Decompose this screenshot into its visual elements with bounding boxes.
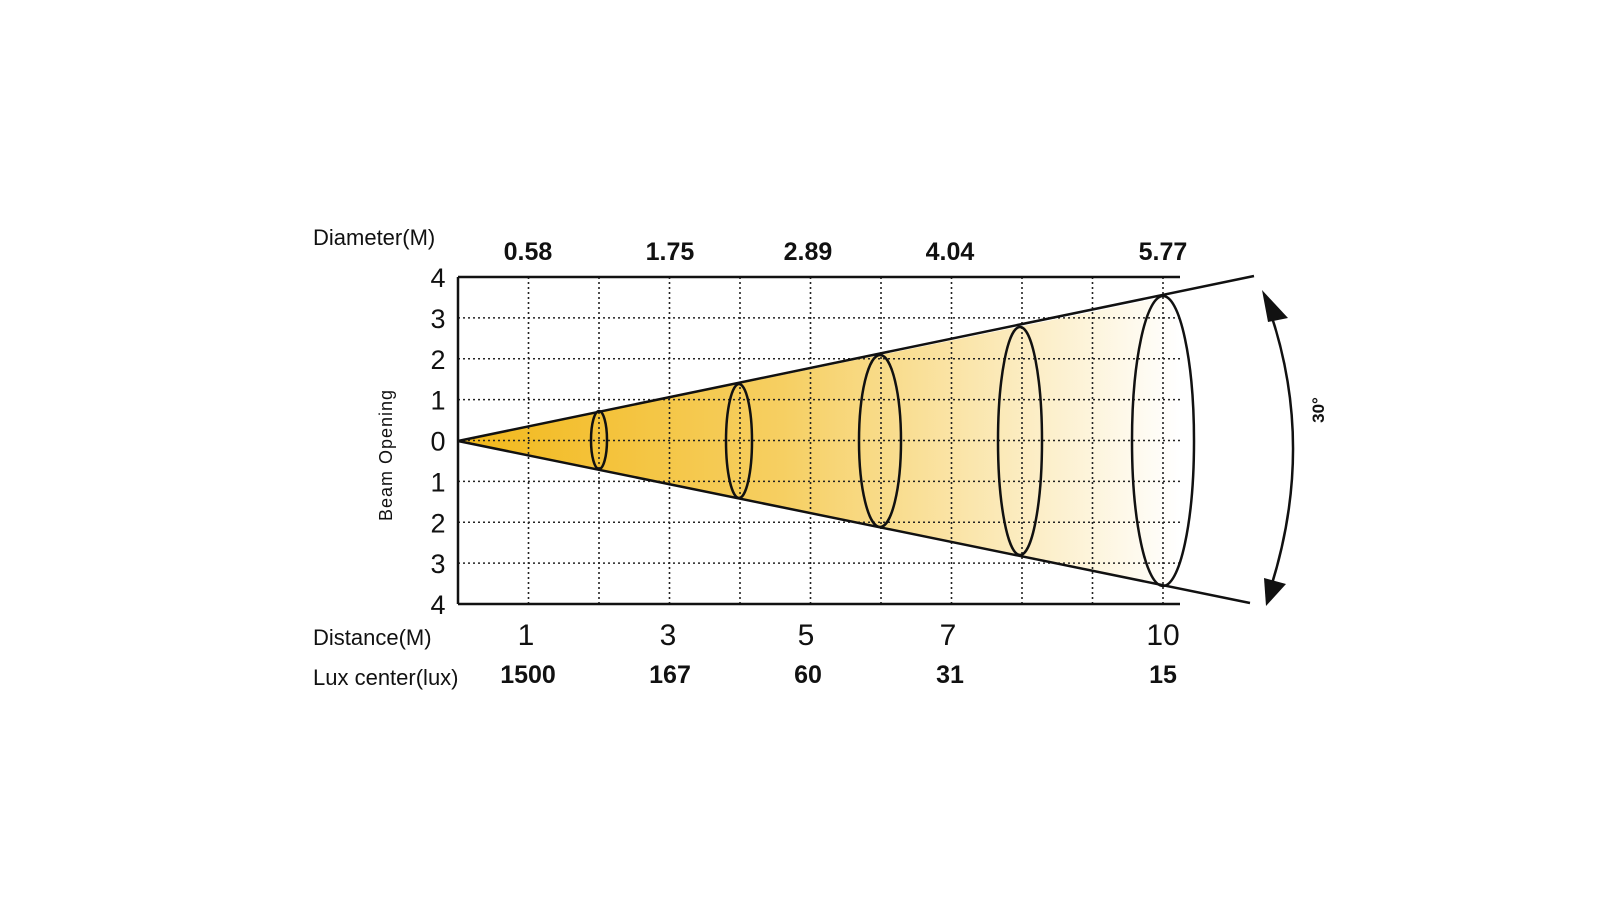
y-tick-label: 2: [430, 345, 445, 375]
y-tick-label: 3: [430, 304, 445, 334]
y-tick-labels: 4 3 2 1 0 1 2 3 4: [430, 263, 445, 620]
distance-value: 7: [940, 619, 957, 652]
beam-section-ellipse: [996, 325, 1044, 557]
y-tick-label: 2: [430, 508, 445, 538]
distance-row-title: Distance(M): [313, 625, 432, 650]
y-tick-label: 0: [430, 427, 445, 457]
lux-value: 15: [1149, 661, 1177, 689]
beam-angle-indicator: 30°: [1262, 290, 1328, 606]
distance-value: 1: [518, 619, 535, 652]
beam-section-ellipse: [724, 382, 754, 500]
lux-value: 167: [649, 661, 691, 689]
beam-angle-label: 30°: [1309, 397, 1328, 423]
lux-value: 60: [794, 661, 822, 689]
diameter-value: 5.77: [1139, 238, 1188, 266]
beam-section-ellipse: [857, 353, 903, 529]
diameter-value: 0.58: [504, 238, 553, 266]
distance-value: 3: [660, 619, 677, 652]
beam-section-ellipse: [589, 409, 609, 471]
distance-value: 5: [798, 619, 815, 652]
diameter-row-title: Diameter(M): [313, 225, 435, 250]
beam-opening-label: Beam Opening: [376, 389, 396, 521]
beam-upper-edge: [457, 274, 1255, 443]
arrow-up-icon: [1262, 290, 1288, 322]
y-tick-label: 3: [430, 549, 445, 579]
y-tick-label: 1: [430, 386, 445, 416]
diameter-value: 4.04: [926, 238, 975, 266]
lux-row-title: Lux center(lux): [313, 665, 459, 690]
beam-cross-sections: [589, 294, 1196, 588]
beam-lower-edge: [457, 439, 1251, 605]
y-tick-label: 1: [430, 467, 445, 497]
y-tick-label: 4: [430, 590, 445, 620]
lux-value: 31: [936, 661, 964, 689]
measurement-values: 0.58 1 1500 1.75 3 167 2.89 5 60 4.04 7 31 5.77 10 15: [500, 238, 1187, 689]
diameter-value: 2.89: [784, 238, 833, 266]
diameter-value: 1.75: [646, 238, 695, 266]
beam-section-ellipse: [1130, 294, 1196, 588]
y-tick-label: 4: [430, 263, 445, 293]
lux-value: 1500: [500, 661, 556, 689]
distance-value: 10: [1146, 619, 1179, 652]
grid: [458, 277, 1180, 604]
arrow-down-icon: [1264, 578, 1286, 606]
